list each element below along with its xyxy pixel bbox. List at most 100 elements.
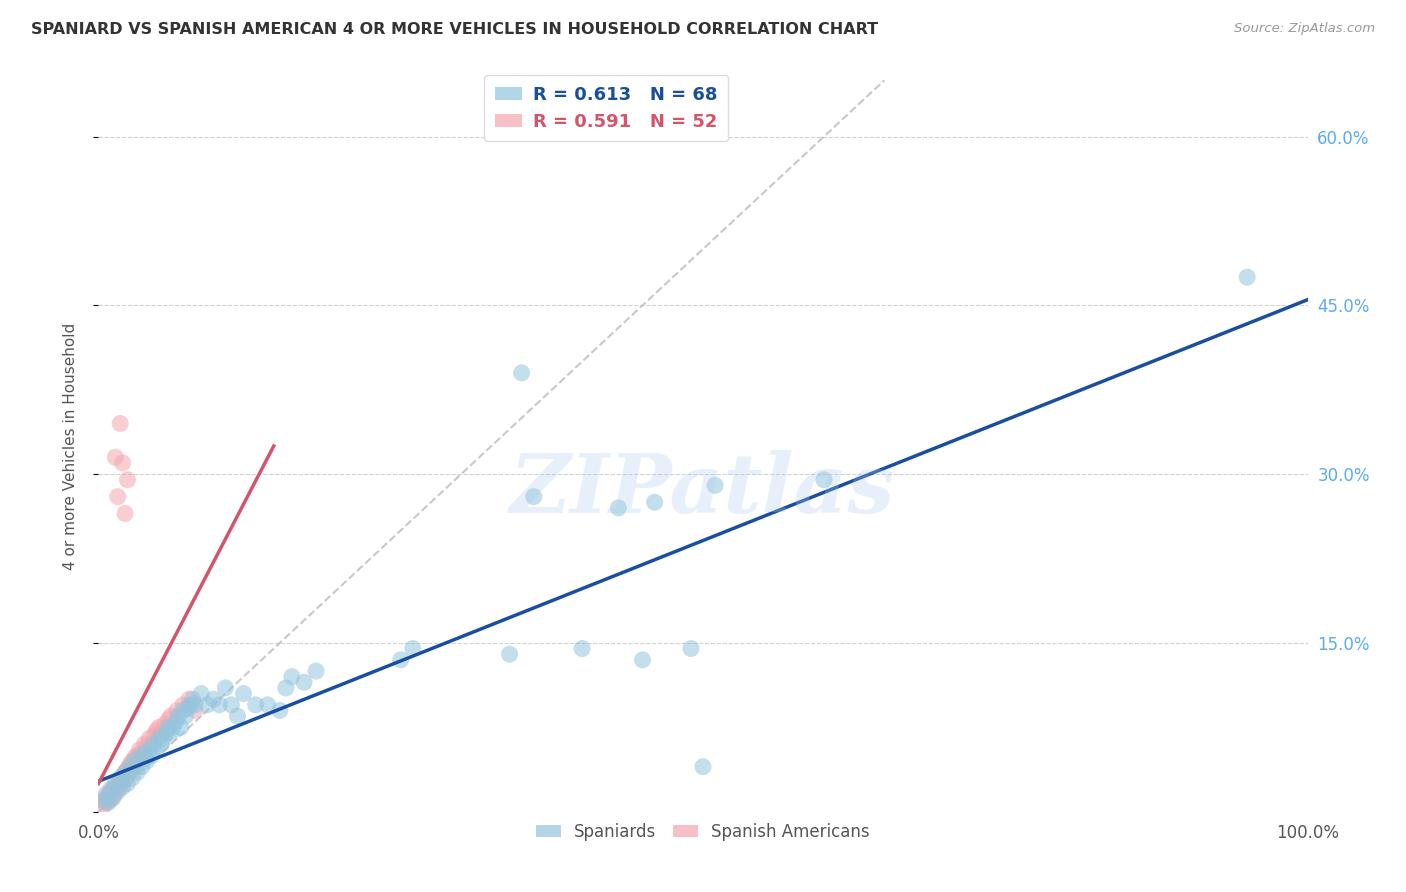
Text: SPANIARD VS SPANISH AMERICAN 4 OR MORE VEHICLES IN HOUSEHOLD CORRELATION CHART: SPANIARD VS SPANISH AMERICAN 4 OR MORE V…	[31, 22, 879, 37]
Point	[117, 473, 139, 487]
Point	[114, 765, 136, 780]
Point	[141, 748, 163, 763]
Point	[523, 490, 546, 504]
Point	[202, 692, 225, 706]
Point	[141, 737, 163, 751]
Point	[94, 788, 117, 802]
Point	[245, 698, 267, 712]
Point	[100, 791, 122, 805]
Point	[160, 726, 183, 740]
Point	[179, 692, 201, 706]
Point	[128, 743, 150, 757]
Point	[498, 647, 520, 661]
Point	[94, 796, 117, 810]
Point	[127, 748, 149, 763]
Point	[269, 703, 291, 717]
Point	[679, 641, 702, 656]
Point	[104, 776, 127, 790]
Point	[644, 495, 666, 509]
Point	[108, 771, 131, 785]
Point	[181, 692, 204, 706]
Point	[510, 366, 533, 380]
Point	[195, 698, 218, 712]
Point	[101, 782, 124, 797]
Point	[172, 698, 194, 712]
Point	[148, 731, 170, 746]
Point	[103, 788, 125, 802]
Point	[100, 782, 122, 797]
Point	[138, 743, 160, 757]
Point	[172, 703, 194, 717]
Point	[124, 754, 146, 768]
Point	[208, 698, 231, 712]
Legend: Spaniards, Spanish Americans: Spaniards, Spanish Americans	[529, 816, 877, 847]
Point	[117, 762, 139, 776]
Point	[177, 701, 200, 715]
Y-axis label: 4 or more Vehicles in Household: 4 or more Vehicles in Household	[63, 322, 77, 570]
Point	[292, 675, 315, 690]
Point	[571, 641, 593, 656]
Point	[91, 799, 114, 814]
Point	[104, 450, 127, 465]
Point	[127, 765, 149, 780]
Point	[704, 478, 727, 492]
Point	[150, 737, 173, 751]
Point	[100, 784, 122, 798]
Point	[111, 771, 134, 785]
Point	[111, 780, 134, 794]
Point	[101, 791, 124, 805]
Point	[145, 743, 167, 757]
Point	[1236, 270, 1258, 285]
Point	[135, 739, 157, 754]
Point	[118, 765, 141, 780]
Point	[93, 793, 115, 807]
Point	[148, 720, 170, 734]
Point	[108, 782, 131, 797]
Point	[157, 720, 180, 734]
Point	[214, 681, 236, 695]
Point	[114, 765, 136, 780]
Text: ZIPatlas: ZIPatlas	[510, 450, 896, 530]
Point	[107, 776, 129, 790]
Point	[107, 784, 129, 798]
Point	[274, 681, 297, 695]
Point	[184, 698, 207, 712]
Point	[110, 776, 132, 790]
Point	[117, 776, 139, 790]
Point	[165, 714, 187, 729]
Point	[153, 717, 176, 731]
Point	[152, 731, 174, 746]
Point	[128, 750, 150, 764]
Point	[124, 750, 146, 764]
Text: Source: ZipAtlas.com: Source: ZipAtlas.com	[1234, 22, 1375, 36]
Point	[121, 771, 143, 785]
Point	[155, 726, 177, 740]
Point	[305, 664, 328, 678]
Point	[104, 780, 127, 794]
Point	[105, 782, 128, 797]
Point	[97, 788, 120, 802]
Point	[114, 507, 136, 521]
Point	[131, 760, 153, 774]
Point	[118, 760, 141, 774]
Point	[111, 456, 134, 470]
Point	[607, 500, 630, 515]
Point	[143, 728, 166, 742]
Point	[389, 653, 412, 667]
Point	[108, 773, 131, 788]
Point	[232, 687, 254, 701]
Point	[131, 746, 153, 760]
Point	[108, 417, 131, 431]
Point	[115, 771, 138, 785]
Point	[631, 653, 654, 667]
Point	[91, 793, 114, 807]
Point	[150, 726, 173, 740]
Point	[162, 720, 184, 734]
Point	[118, 757, 141, 772]
Point	[98, 793, 121, 807]
Point	[692, 760, 714, 774]
Point	[281, 670, 304, 684]
Point	[112, 773, 135, 788]
Point	[179, 698, 201, 712]
Point	[160, 709, 183, 723]
